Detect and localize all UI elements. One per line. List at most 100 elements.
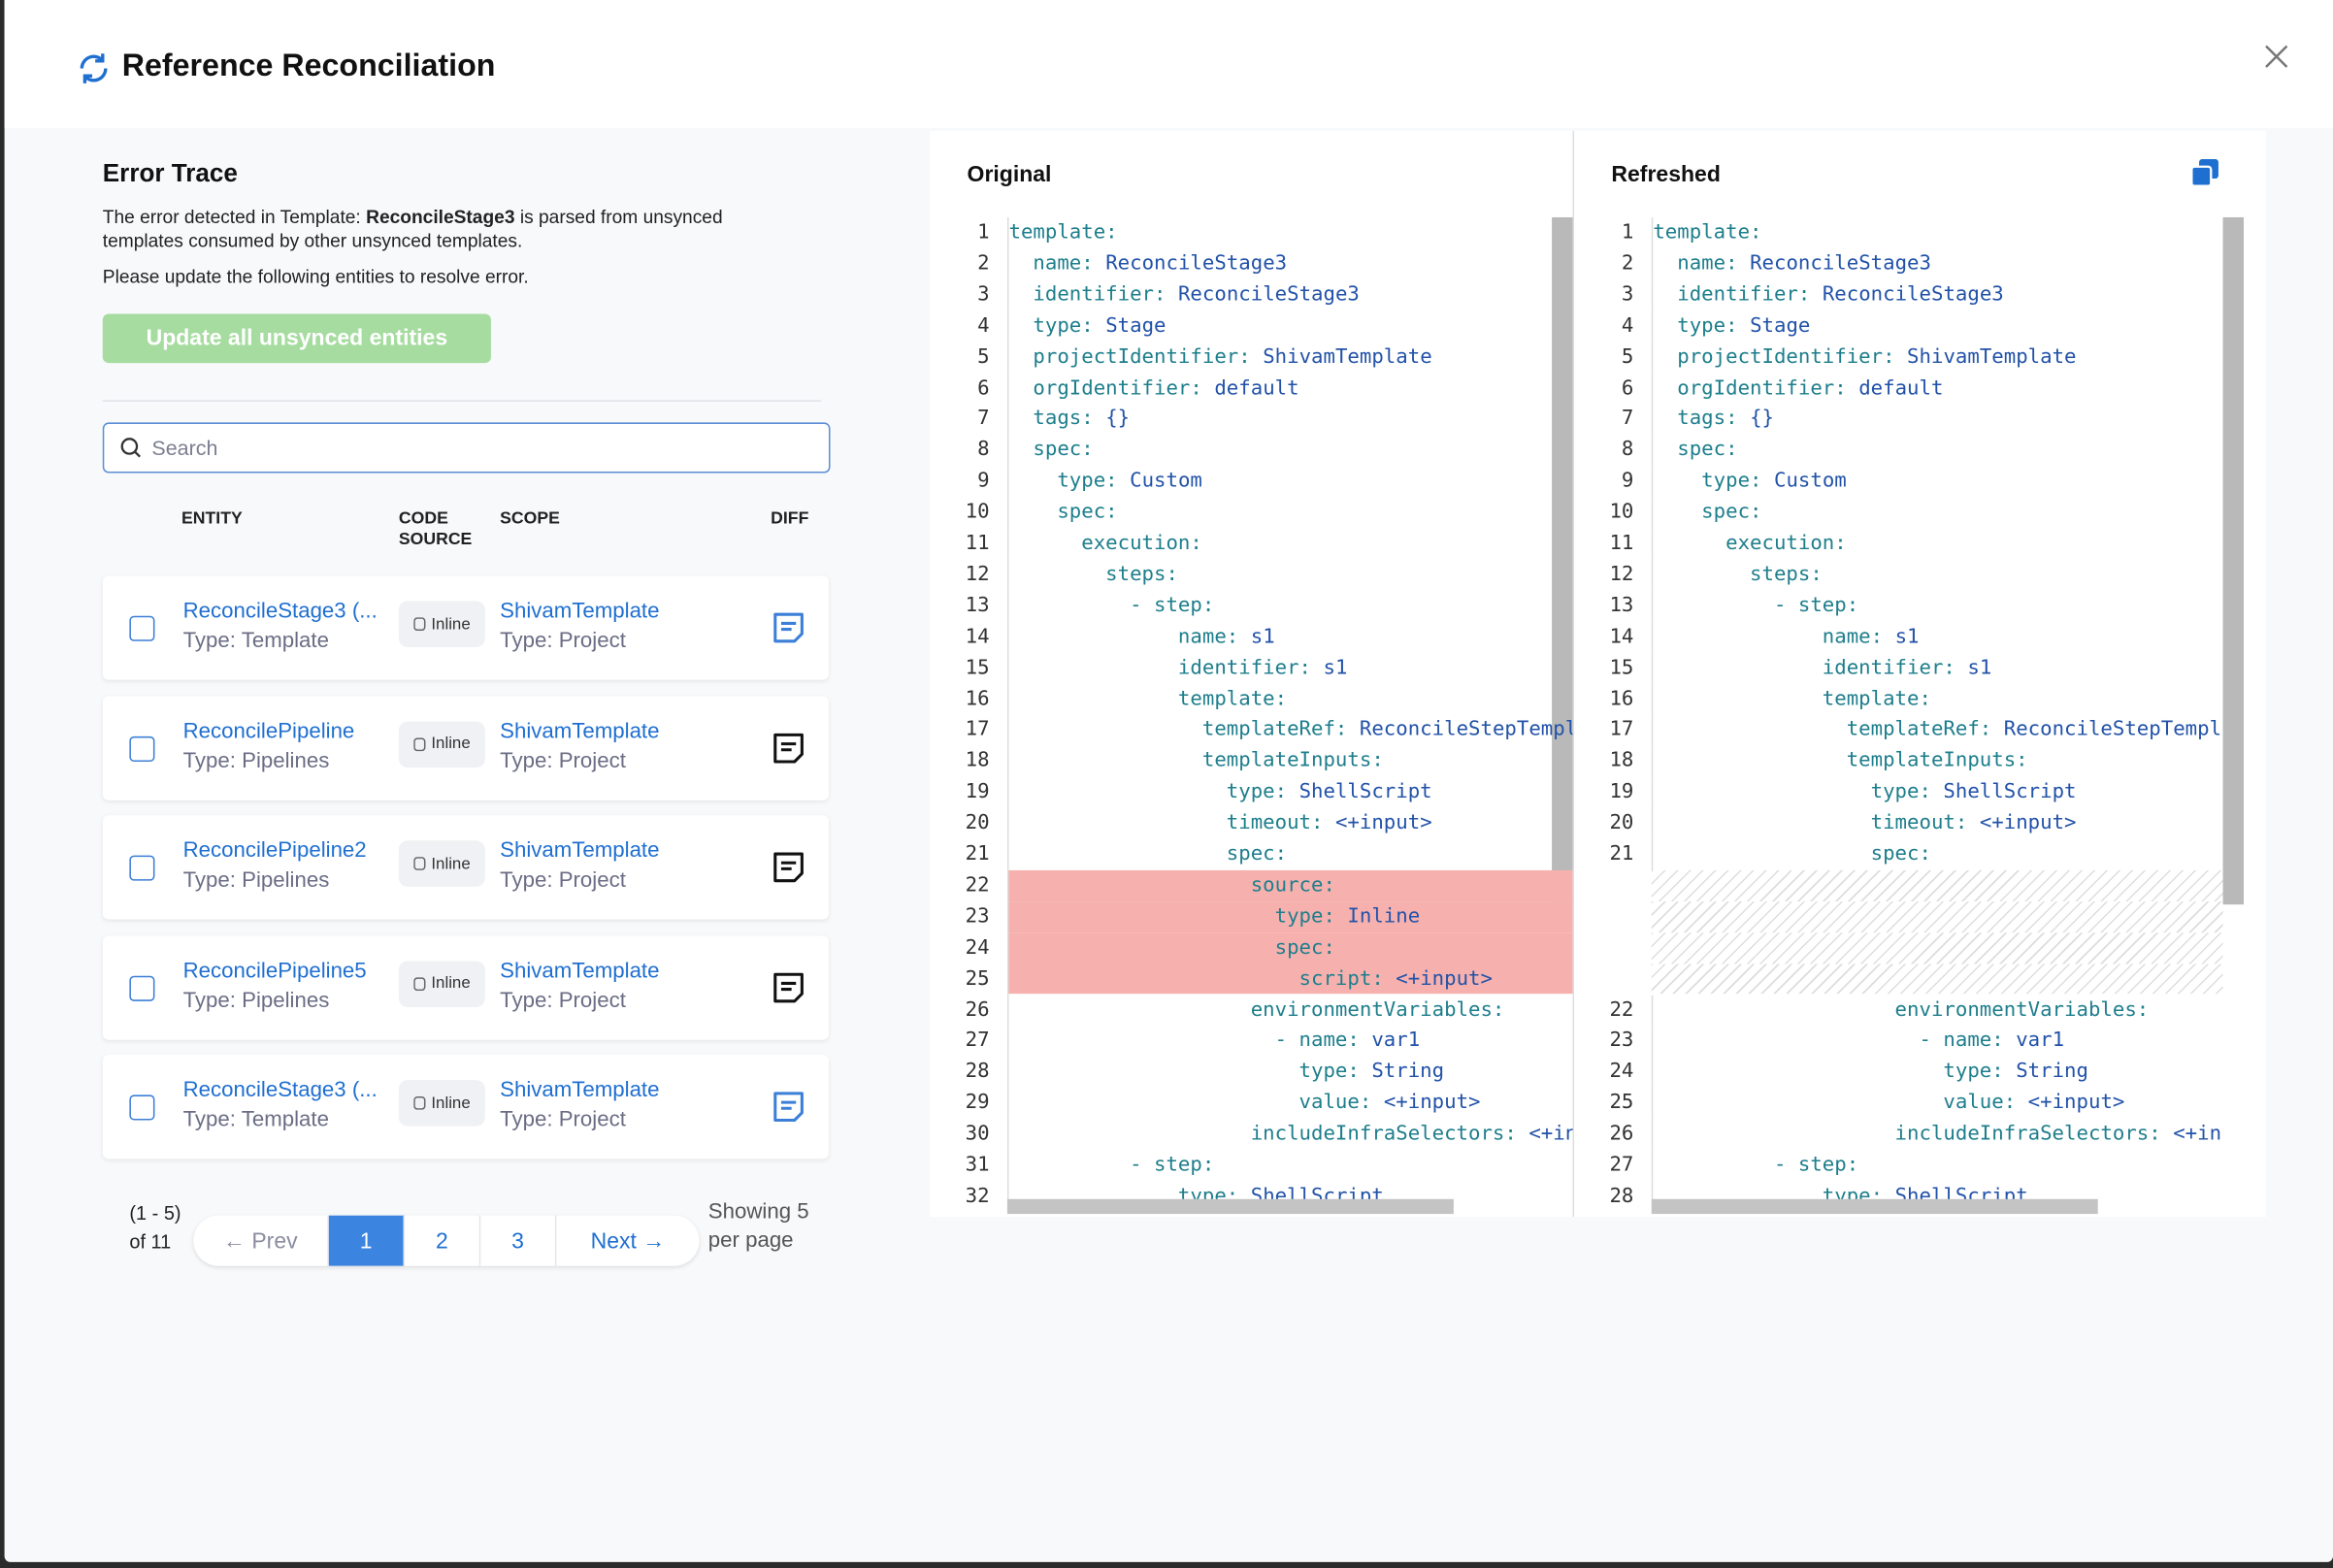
text: The error detected in Template:: [102, 207, 361, 228]
code-line: 23 - name: var1: [1574, 1025, 2244, 1058]
line-text: type: Stage: [1006, 310, 1166, 343]
line-number: 11: [1609, 531, 1634, 555]
code-source-chip: Inline: [398, 840, 485, 887]
line-number: 19: [1609, 779, 1634, 804]
page-button[interactable]: 3: [480, 1215, 557, 1266]
yaml-key: spec:: [1653, 500, 1762, 524]
yaml-key: timeout:: [1008, 810, 1324, 835]
line-number: 24: [1609, 1060, 1634, 1084]
pager-buttons: ← Prev 1 2 3 Next →: [193, 1215, 700, 1266]
line-number: 16: [965, 686, 990, 711]
diff-icon[interactable]: [771, 969, 806, 1005]
checkbox[interactable]: [129, 615, 155, 641]
yaml-value: s1: [1323, 655, 1348, 680]
entity-name[interactable]: ReconcileStage3 (...: [182, 1078, 378, 1103]
checkbox[interactable]: [129, 735, 155, 762]
yaml-key: includeInfraSelectors:: [1008, 1122, 1517, 1146]
yaml-key: value:: [1653, 1091, 2017, 1115]
code-line: 5 projectIdentifier: ShivamTemplate: [1574, 342, 2244, 374]
entity-name[interactable]: ReconcilePipeline: [182, 719, 355, 743]
code-line: 2 name: ReconcileStage3: [1574, 247, 2244, 279]
entity-name[interactable]: ReconcilePipeline2: [182, 838, 367, 864]
yaml-key: timeout:: [1653, 810, 1968, 835]
line-text: timeout: <+input>: [1651, 807, 2077, 839]
line-text: type: String: [1006, 1057, 1444, 1089]
code-line: 5 projectIdentifier: ShivamTemplate: [930, 342, 1572, 374]
divider: [102, 400, 822, 402]
line-text: name: ReconcileStage3: [1006, 247, 1287, 279]
diff-icon[interactable]: [771, 730, 806, 766]
line-text: type: String: [1651, 1057, 2088, 1089]
code-source-chip: Inline: [398, 601, 485, 647]
yaml-value: ReconcileStage3: [1750, 250, 1931, 276]
yaml-key: - step:: [1653, 593, 1859, 617]
page-button[interactable]: 2: [405, 1215, 481, 1266]
copy-icon[interactable]: [2190, 158, 2220, 188]
code-line: 22 environmentVariables:: [1574, 994, 2244, 1026]
code-line: 27 - name: var1: [930, 1025, 1572, 1058]
yaml-value: {}: [1750, 407, 1775, 431]
line-number: 9: [977, 469, 990, 493]
line-text: projectIdentifier: ShivamTemplate: [1006, 342, 1432, 374]
line-number: 17: [1609, 717, 1634, 742]
diff-icon[interactable]: [771, 610, 806, 646]
yaml-key: type:: [1008, 469, 1118, 493]
scope-name[interactable]: ShivamTemplate: [500, 838, 660, 864]
line-text: template:: [1006, 683, 1287, 715]
update-all-button[interactable]: Update all unsynced entities: [102, 313, 491, 364]
code-line: 8 spec:: [1574, 435, 2244, 467]
yaml-value: ReconcileStepTempl: [1359, 717, 1573, 742]
entity-name[interactable]: ReconcileStage3 (...: [182, 599, 378, 624]
prev-button[interactable]: ← Prev: [193, 1215, 329, 1266]
checkbox[interactable]: [129, 1094, 155, 1121]
yaml-value: <+input>: [1979, 810, 2077, 835]
yaml-key: templateRef:: [1653, 717, 1992, 742]
code-line: 23 type: Inline: [930, 900, 1573, 932]
line-number: 27: [1609, 1153, 1634, 1177]
line-text: identifier: ReconcileStage3: [1651, 278, 2004, 310]
yaml-key: orgIdentifier:: [1008, 376, 1202, 400]
entity-name[interactable]: ReconcilePipeline5: [182, 959, 367, 983]
arrow: →: [636, 1227, 666, 1254]
next-button[interactable]: Next →: [556, 1216, 699, 1266]
line-text: - step:: [1651, 590, 1859, 622]
checkbox[interactable]: [129, 855, 155, 881]
code-line: 18 templateInputs:: [930, 745, 1572, 777]
yaml-key: templateInputs:: [1008, 748, 1384, 773]
checkbox[interactable]: [129, 975, 155, 1001]
scope-name[interactable]: ShivamTemplate: [500, 959, 660, 983]
yaml-key: identifier:: [1653, 281, 1811, 307]
code-line: 4 type: Stage: [930, 310, 1572, 343]
line-text: timeout: <+input>: [1006, 807, 1432, 839]
code-line: 24 spec:: [930, 931, 1573, 964]
entity-name: ReconcileStage3: [366, 207, 515, 228]
code-line: 15 identifier: s1: [930, 652, 1572, 684]
diff-icon[interactable]: [771, 849, 806, 885]
yaml-value: var1: [1371, 1029, 1421, 1053]
yaml-key: steps:: [1008, 562, 1178, 586]
line-text: spec:: [1006, 497, 1118, 529]
yaml-value: <+input>: [1383, 1091, 1481, 1115]
scope-name[interactable]: ShivamTemplate: [500, 1078, 660, 1103]
line-number: 6: [977, 376, 990, 400]
close-button[interactable]: [2264, 45, 2288, 69]
code-line: 6 orgIdentifier: default: [930, 373, 1572, 405]
yaml-key: projectIdentifier:: [1008, 344, 1251, 369]
scope-name[interactable]: ShivamTemplate: [500, 599, 660, 624]
yaml-key: environmentVariables:: [1008, 997, 1505, 1022]
search-input[interactable]: Search: [102, 422, 831, 474]
scope-name[interactable]: ShivamTemplate: [500, 719, 660, 743]
code-source: Inline: [431, 1094, 471, 1113]
line-number: 6: [1621, 376, 1634, 400]
code-line: 14 name: s1: [1574, 621, 2244, 653]
diff-icon[interactable]: [771, 1089, 806, 1125]
yaml-key: template:: [1653, 219, 1762, 245]
entity-type: Type: Template: [182, 629, 329, 654]
db-icon: [412, 1095, 426, 1110]
page-button[interactable]: 1: [328, 1215, 406, 1266]
yaml-key: type:: [1008, 313, 1094, 338]
line-text: templateInputs:: [1006, 745, 1384, 777]
search-placeholder: Search: [151, 436, 218, 460]
line-number: 9: [1621, 469, 1634, 493]
line-text: script: <+input>: [1006, 963, 1493, 995]
